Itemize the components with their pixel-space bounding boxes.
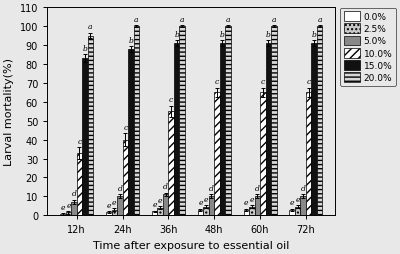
Text: a: a — [317, 16, 322, 24]
Bar — [244, 210, 249, 215]
Text: d: d — [117, 184, 122, 193]
Bar — [134, 27, 139, 215]
Text: b: b — [266, 31, 271, 39]
Bar — [249, 207, 254, 215]
Text: e: e — [244, 199, 248, 207]
Bar — [60, 214, 66, 215]
Bar — [82, 59, 88, 215]
Text: d: d — [301, 184, 306, 193]
Bar — [163, 195, 168, 215]
Text: c: c — [261, 78, 265, 86]
Legend: 0.0%, 2.5%, 5.0%, 10.0%, 15.0%, 20.0%: 0.0%, 2.5%, 5.0%, 10.0%, 15.0%, 20.0% — [340, 8, 396, 86]
Bar — [209, 197, 214, 215]
Text: d: d — [209, 184, 214, 193]
Text: d: d — [163, 183, 168, 190]
Y-axis label: Larval mortality(%): Larval mortality(%) — [4, 58, 14, 166]
Text: e: e — [295, 195, 300, 203]
Bar — [128, 50, 134, 215]
Text: e: e — [152, 200, 157, 209]
Bar — [225, 27, 231, 215]
Text: a: a — [272, 16, 276, 24]
Text: c: c — [215, 78, 219, 86]
Text: a: a — [134, 16, 138, 24]
Text: d: d — [255, 184, 260, 193]
Bar — [157, 208, 163, 215]
Bar — [295, 207, 300, 215]
Text: c: c — [306, 78, 311, 86]
Bar — [77, 153, 82, 215]
Bar — [214, 93, 220, 215]
X-axis label: Time after exposure to essential oil: Time after exposure to essential oil — [93, 240, 290, 250]
Bar — [311, 44, 317, 215]
Text: a: a — [226, 16, 230, 24]
Bar — [306, 93, 311, 215]
Text: e: e — [198, 199, 203, 207]
Text: e: e — [204, 195, 208, 203]
Text: a: a — [88, 23, 93, 31]
Text: e: e — [250, 195, 254, 203]
Text: e: e — [112, 198, 116, 206]
Bar — [254, 197, 260, 215]
Text: e: e — [106, 201, 111, 209]
Bar — [260, 93, 266, 215]
Bar — [112, 210, 117, 215]
Bar — [106, 213, 112, 215]
Bar — [66, 213, 71, 215]
Text: b: b — [82, 45, 88, 53]
Bar — [266, 44, 271, 215]
Text: a: a — [180, 16, 184, 24]
Text: b: b — [174, 31, 179, 39]
Bar — [168, 112, 174, 215]
Text: e: e — [66, 201, 71, 209]
Bar — [198, 210, 203, 215]
Bar — [71, 202, 77, 215]
Text: e: e — [158, 196, 162, 204]
Bar — [174, 44, 179, 215]
Bar — [203, 207, 209, 215]
Bar — [317, 27, 322, 215]
Text: b: b — [220, 31, 225, 39]
Text: d: d — [72, 190, 76, 198]
Text: e: e — [61, 203, 65, 211]
Bar — [122, 140, 128, 215]
Text: c: c — [123, 123, 128, 131]
Bar — [88, 36, 93, 215]
Bar — [289, 210, 295, 215]
Bar — [179, 27, 185, 215]
Bar — [300, 197, 306, 215]
Text: e: e — [290, 199, 294, 207]
Text: b: b — [128, 37, 133, 44]
Bar — [152, 212, 157, 215]
Bar — [271, 27, 276, 215]
Bar — [117, 197, 122, 215]
Text: b: b — [312, 31, 316, 39]
Text: c: c — [77, 137, 82, 145]
Text: c: c — [169, 96, 173, 104]
Bar — [220, 44, 225, 215]
